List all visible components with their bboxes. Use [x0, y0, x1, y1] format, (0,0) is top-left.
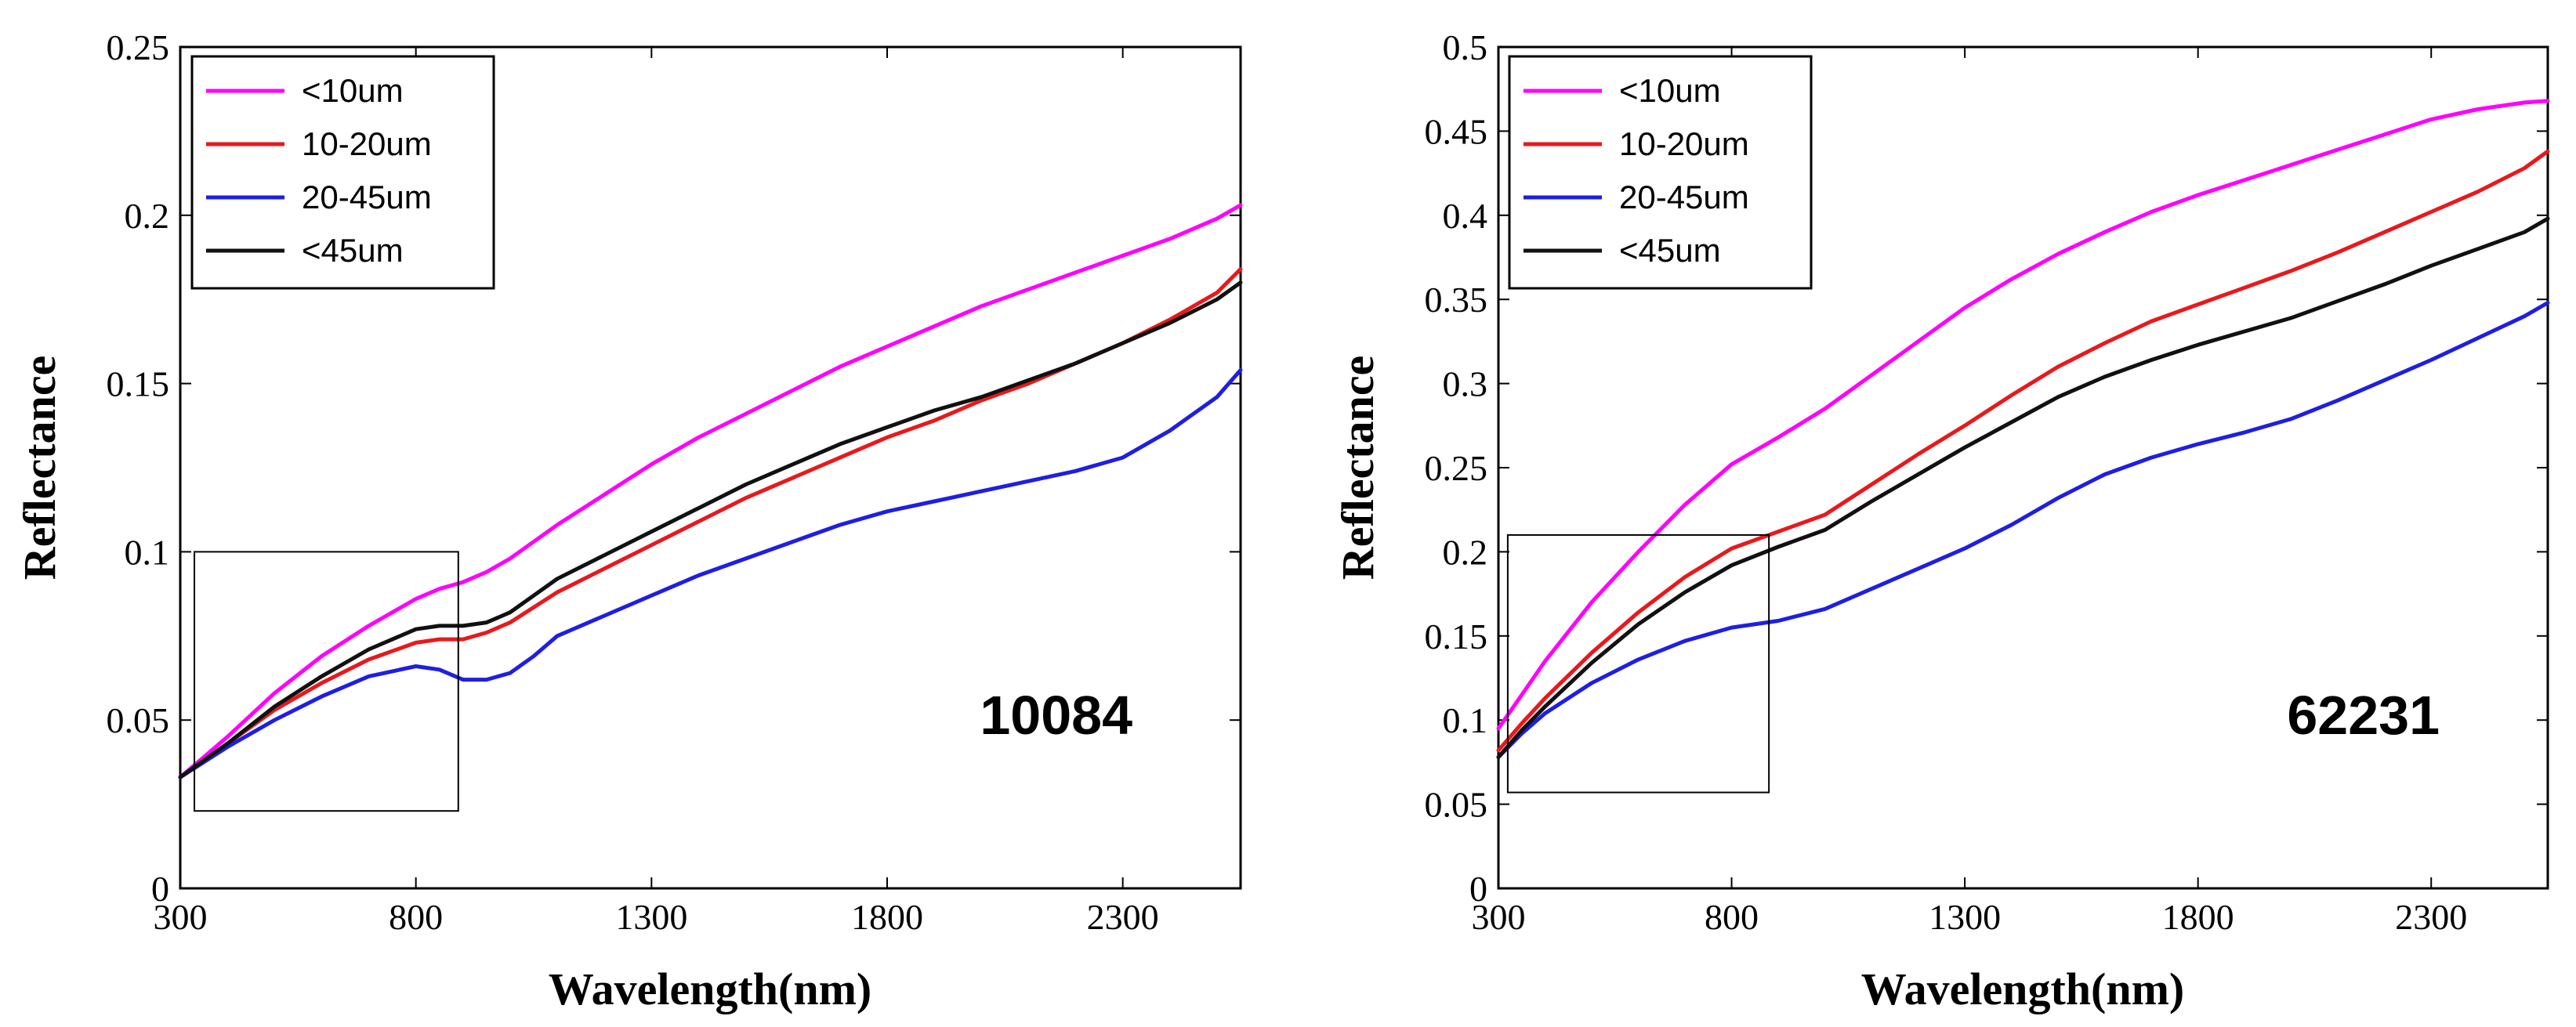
- x-axis: 300 800 1300 1800 2300: [154, 47, 1159, 937]
- chart-10084: 300 800 1300 1800 2300 0 0.05 0.1 0.15 0.2 0.25 <…: [14, 27, 1243, 1014]
- x-tick-label: 800: [1705, 897, 1759, 937]
- y-tick-label: 0.35: [1425, 280, 1488, 320]
- y-tick-label: 0.4: [1443, 196, 1488, 236]
- series-layer: [1496, 99, 2550, 759]
- x-tick-label: 1300: [1929, 897, 2001, 937]
- y-tick-label: 0.05: [1425, 785, 1488, 825]
- x-axis-title: Wavelength(nm): [549, 964, 871, 1014]
- legend-label: <45um: [302, 232, 404, 269]
- series-line-0: [1496, 99, 2550, 731]
- y-axis: 0 0.05 0.1 0.15 0.2 0.25: [107, 27, 1241, 909]
- y-tick-label: 0.5: [1443, 27, 1488, 67]
- legend-label: 20-45um: [1619, 179, 1749, 215]
- legend-label: <10um: [302, 72, 404, 109]
- x-axis-title: Wavelength(nm): [1861, 964, 2184, 1014]
- chart-62231: 300 800 1300 1800 2300 0 0.05 0.1 0.15 0.2 0.25 0.…: [1332, 27, 2550, 1014]
- x-axis: 300 800 1300 1800 2300: [1472, 47, 2467, 937]
- legend: <10um 10-20um 20-45um <45um: [1508, 55, 1813, 290]
- series-line-3: [178, 280, 1243, 779]
- y-tick-label: 0.2: [1443, 532, 1488, 572]
- x-tick-label: 800: [389, 897, 443, 937]
- legend-label: 20-45um: [302, 179, 432, 215]
- y-tick-label: 0.1: [1443, 700, 1488, 740]
- series-layer: [178, 203, 1243, 779]
- sample-label: 10084: [980, 685, 1132, 746]
- sample-label: 62231: [2287, 685, 2440, 746]
- x-tick-label: 1800: [851, 897, 923, 937]
- x-tick-label: 2300: [1087, 897, 1159, 937]
- legend: <10um 10-20um 20-45um <45um: [190, 55, 495, 290]
- x-tick-label: 1800: [2162, 897, 2234, 937]
- series-line-2: [178, 367, 1243, 779]
- y-tick-label: 0: [1469, 869, 1487, 909]
- y-axis-title: Reflectance: [14, 356, 65, 580]
- y-tick-label: 0.2: [125, 196, 170, 236]
- x-tick-label: 300: [154, 897, 208, 937]
- legend-label: 10-20um: [1619, 125, 1749, 162]
- x-tick-label: 300: [1472, 897, 1526, 937]
- y-tick-label: 0.45: [1425, 111, 1488, 151]
- y-axis-title: Reflectance: [1332, 356, 1383, 580]
- x-tick-label: 1300: [615, 897, 687, 937]
- legend-label: <45um: [1619, 232, 1721, 269]
- y-tick-label: 0: [151, 869, 169, 909]
- y-tick-label: 0.25: [1425, 448, 1488, 488]
- series-line-1: [1496, 149, 2550, 753]
- x-tick-label: 2300: [2395, 897, 2467, 937]
- series-line-2: [1496, 301, 2550, 759]
- y-tick-label: 0.1: [125, 532, 170, 572]
- highlight-box: [1506, 533, 1770, 794]
- y-tick-label: 0.25: [107, 27, 170, 67]
- highlight-box: [194, 551, 459, 812]
- series-line-0: [178, 203, 1243, 779]
- series-line-3: [1496, 216, 2550, 759]
- y-axis: 0 0.05 0.1 0.15 0.2 0.25 0.3 0.35 0.4 0.45 0.5: [1425, 27, 2548, 909]
- legend-label: <10um: [1619, 72, 1721, 109]
- y-tick-label: 0.15: [1425, 617, 1488, 656]
- y-tick-label: 0.05: [107, 700, 170, 740]
- legend-label: 10-20um: [302, 125, 432, 162]
- y-tick-label: 0.3: [1443, 364, 1488, 404]
- y-tick-label: 0.15: [107, 364, 170, 404]
